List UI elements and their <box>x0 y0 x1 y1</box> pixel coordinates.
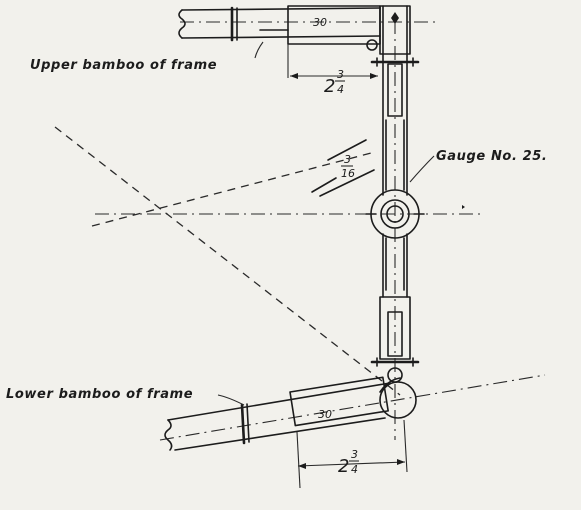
top-dimension-whole: 2 <box>324 76 335 97</box>
top-dimension-numerator: 3 <box>337 68 344 81</box>
diagonal-dashed-line-2 <box>91 151 376 227</box>
lower-center-line <box>159 374 546 441</box>
upper-bamboo <box>178 5 381 78</box>
gauge-dimension-marks <box>311 139 375 197</box>
leaders <box>217 41 465 406</box>
bottom-small-notation: 30 <box>318 408 332 421</box>
gauge-fraction-numerator: 3 <box>344 153 351 166</box>
gauge-label: Gauge No. 25. <box>436 149 547 164</box>
upper-label-leader <box>254 41 264 59</box>
gauge-fraction-denominator: 16 <box>341 167 355 180</box>
bottom-dimension-denominator: 4 <box>351 463 358 476</box>
dot-marker <box>462 205 465 209</box>
central-eye <box>365 189 425 239</box>
lower-bamboo <box>164 376 408 489</box>
upper-bamboo-label: Upper bamboo of frame <box>30 58 217 73</box>
central-eye-hole <box>386 205 404 223</box>
vertical-tube <box>366 5 420 298</box>
lower-fitting <box>370 296 420 419</box>
construction-lines <box>54 20 546 441</box>
lower-eye <box>379 381 417 419</box>
top-dimension-denominator: 4 <box>337 83 344 96</box>
gauge-label-leader <box>409 155 435 183</box>
lower-label-leader <box>217 394 245 406</box>
bottom-dimension-numerator: 3 <box>351 448 358 461</box>
bottom-dimension-whole: 2 <box>338 456 349 477</box>
top-small-notation: 30 <box>313 16 327 29</box>
bottom-dimension-line <box>297 461 406 467</box>
central-eye-inner <box>380 199 410 229</box>
lower-bamboo-label: Lower bamboo of frame <box>6 387 193 402</box>
dimension-lines <box>290 73 406 469</box>
diagonal-dashed-line-1 <box>54 126 401 396</box>
